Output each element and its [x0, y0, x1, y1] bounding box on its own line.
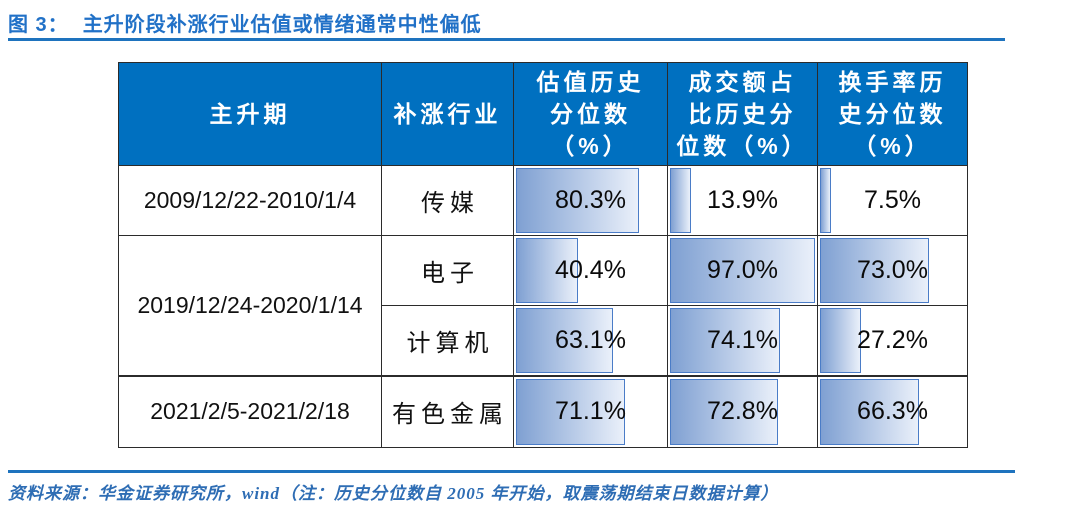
value-label: 40.4%: [555, 256, 626, 284]
column-header-valuation-percentile: 估值历史 分位数 （%）: [513, 62, 668, 166]
value-label: 7.5%: [864, 186, 921, 214]
value-cell: 72.8%: [667, 374, 818, 448]
industry-cell: 计算机: [381, 305, 514, 376]
industry-cell: 传媒: [381, 165, 514, 236]
value-cell: 71.1%: [513, 374, 668, 448]
data-bar: [516, 168, 639, 233]
column-header-turnover-share-percentile: 成交额占 比历史分 位数（%）: [667, 62, 818, 166]
value-label: 74.1%: [707, 325, 778, 354]
data-bar: [670, 308, 781, 373]
column-header-turnover-rate-percentile: 换手率历 史分位数 （%）: [817, 62, 968, 166]
industry-cell: 有色金属: [381, 374, 514, 448]
value-label: 63.1%: [555, 325, 626, 354]
table-row: 2009/12/22-2010/1/4 传媒 80.3% 13.9% 7.5%: [118, 165, 968, 236]
value-cell: 73.0%: [817, 235, 968, 306]
value-label: 80.3%: [555, 186, 626, 214]
source-footnote: 资料来源：华金证券研究所，wind（注：历史分位数自 2005 年开始，取震荡期…: [8, 484, 779, 503]
period-cell: 2009/12/22-2010/1/4: [118, 165, 382, 236]
data-bar: [820, 238, 929, 303]
period-cell-merged: 2019/12/24-2020/1/14: [118, 235, 382, 376]
table-row: 2021/2/5-2021/2/18 有色金属 71.1% 72.8% 66.3…: [118, 374, 968, 448]
value-label: 71.1%: [555, 397, 626, 426]
table-row: 2019/12/24-2020/1/14 电子 40.4% 97.0% 73.0…: [118, 235, 968, 376]
data-bar: [820, 168, 832, 233]
data-bar: [516, 378, 625, 445]
data-bar: [820, 308, 861, 373]
value-cell: 97.0%: [667, 235, 818, 306]
data-bar: [516, 308, 613, 373]
value-cell: 7.5%: [817, 165, 968, 236]
data-bar: [670, 238, 815, 303]
data-bar: [670, 378, 779, 445]
figure-number: 图 3：: [8, 14, 69, 36]
title-underline: [8, 38, 1005, 41]
value-cell: 66.3%: [817, 374, 968, 448]
value-label: 13.9%: [707, 186, 778, 214]
data-bar: [820, 378, 919, 445]
value-label: 73.0%: [857, 256, 928, 284]
value-label: 72.8%: [707, 397, 778, 426]
data-bar: [516, 238, 578, 303]
value-label: 97.0%: [707, 256, 778, 284]
value-cell: 27.2%: [817, 305, 968, 376]
figure-title: 图 3： 主升阶段补涨行业估值或情绪通常中性偏低: [8, 8, 482, 37]
value-cell: 63.1%: [513, 305, 668, 376]
value-label: 66.3%: [857, 397, 928, 426]
footer-divider: [8, 470, 1015, 473]
period-cell: 2021/2/5-2021/2/18: [118, 374, 382, 448]
value-cell: 40.4%: [513, 235, 668, 306]
figure-title-text: 主升阶段补涨行业估值或情绪通常中性偏低: [82, 14, 482, 36]
value-cell: 13.9%: [667, 165, 818, 236]
table-header-row: 主升期 补涨行业 估值历史 分位数 （%） 成交额占 比历史分 位数（%） 换手…: [118, 62, 968, 166]
data-bar: [670, 168, 691, 233]
column-header-industry: 补涨行业: [381, 62, 514, 166]
data-table: 主升期 补涨行业 估值历史 分位数 （%） 成交额占 比历史分 位数（%） 换手…: [118, 62, 968, 448]
value-label: 27.2%: [857, 325, 928, 354]
industry-cell: 电子: [381, 235, 514, 306]
column-header-period: 主升期: [118, 62, 382, 166]
value-cell: 74.1%: [667, 305, 818, 376]
value-cell: 80.3%: [513, 165, 668, 236]
